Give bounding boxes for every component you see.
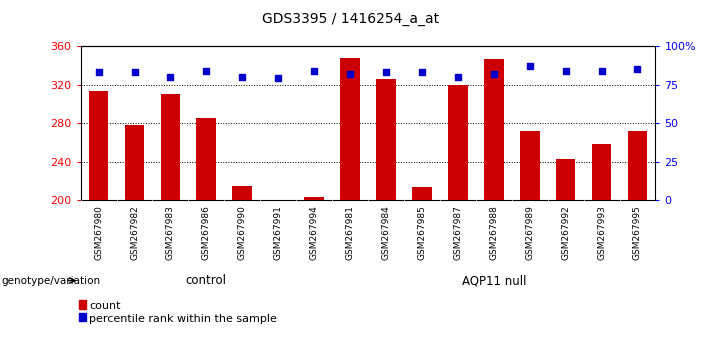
Text: control: control: [186, 274, 227, 287]
Point: [381, 69, 392, 75]
Point: [488, 71, 499, 76]
Bar: [520, 131, 540, 200]
Text: GSM267995: GSM267995: [633, 205, 642, 260]
Bar: [89, 91, 109, 200]
Bar: [627, 131, 647, 200]
Text: GSM267985: GSM267985: [417, 205, 426, 260]
Text: GSM267988: GSM267988: [489, 205, 498, 260]
Bar: [161, 94, 180, 200]
Bar: [376, 79, 396, 200]
Text: GSM267981: GSM267981: [346, 205, 355, 260]
Text: GSM267989: GSM267989: [525, 205, 534, 260]
Bar: [340, 58, 360, 200]
Bar: [556, 159, 576, 200]
Text: GSM267990: GSM267990: [238, 205, 247, 260]
Point: [452, 74, 463, 80]
Bar: [448, 85, 468, 200]
Point: [344, 71, 355, 76]
Point: [308, 68, 320, 74]
Text: percentile rank within the sample: percentile rank within the sample: [89, 314, 277, 324]
Point: [273, 75, 284, 81]
Text: GSM267982: GSM267982: [130, 205, 139, 260]
Text: AQP11 null: AQP11 null: [461, 274, 526, 287]
Point: [93, 69, 104, 75]
Text: GSM267987: GSM267987: [454, 205, 463, 260]
Bar: [304, 197, 324, 200]
Bar: [484, 58, 503, 200]
Bar: [125, 125, 144, 200]
Point: [560, 68, 571, 74]
Bar: [233, 185, 252, 200]
Point: [200, 68, 212, 74]
Bar: [412, 188, 432, 200]
Bar: [592, 144, 611, 200]
Text: GDS3395 / 1416254_a_at: GDS3395 / 1416254_a_at: [262, 12, 439, 27]
Text: GSM267984: GSM267984: [381, 205, 390, 260]
Bar: [196, 118, 216, 200]
Text: GSM267980: GSM267980: [94, 205, 103, 260]
Point: [237, 74, 248, 80]
Point: [416, 69, 428, 75]
Text: GSM267983: GSM267983: [166, 205, 175, 260]
Text: GSM267993: GSM267993: [597, 205, 606, 260]
Text: GSM267994: GSM267994: [310, 205, 319, 260]
Point: [632, 66, 643, 72]
Point: [165, 74, 176, 80]
Text: GSM267992: GSM267992: [561, 205, 570, 260]
Text: GSM267991: GSM267991: [273, 205, 283, 260]
Text: genotype/variation: genotype/variation: [1, 275, 100, 286]
Point: [129, 69, 140, 75]
Text: GSM267986: GSM267986: [202, 205, 211, 260]
Text: count: count: [89, 301, 121, 311]
Point: [596, 68, 607, 74]
Point: [524, 63, 536, 69]
